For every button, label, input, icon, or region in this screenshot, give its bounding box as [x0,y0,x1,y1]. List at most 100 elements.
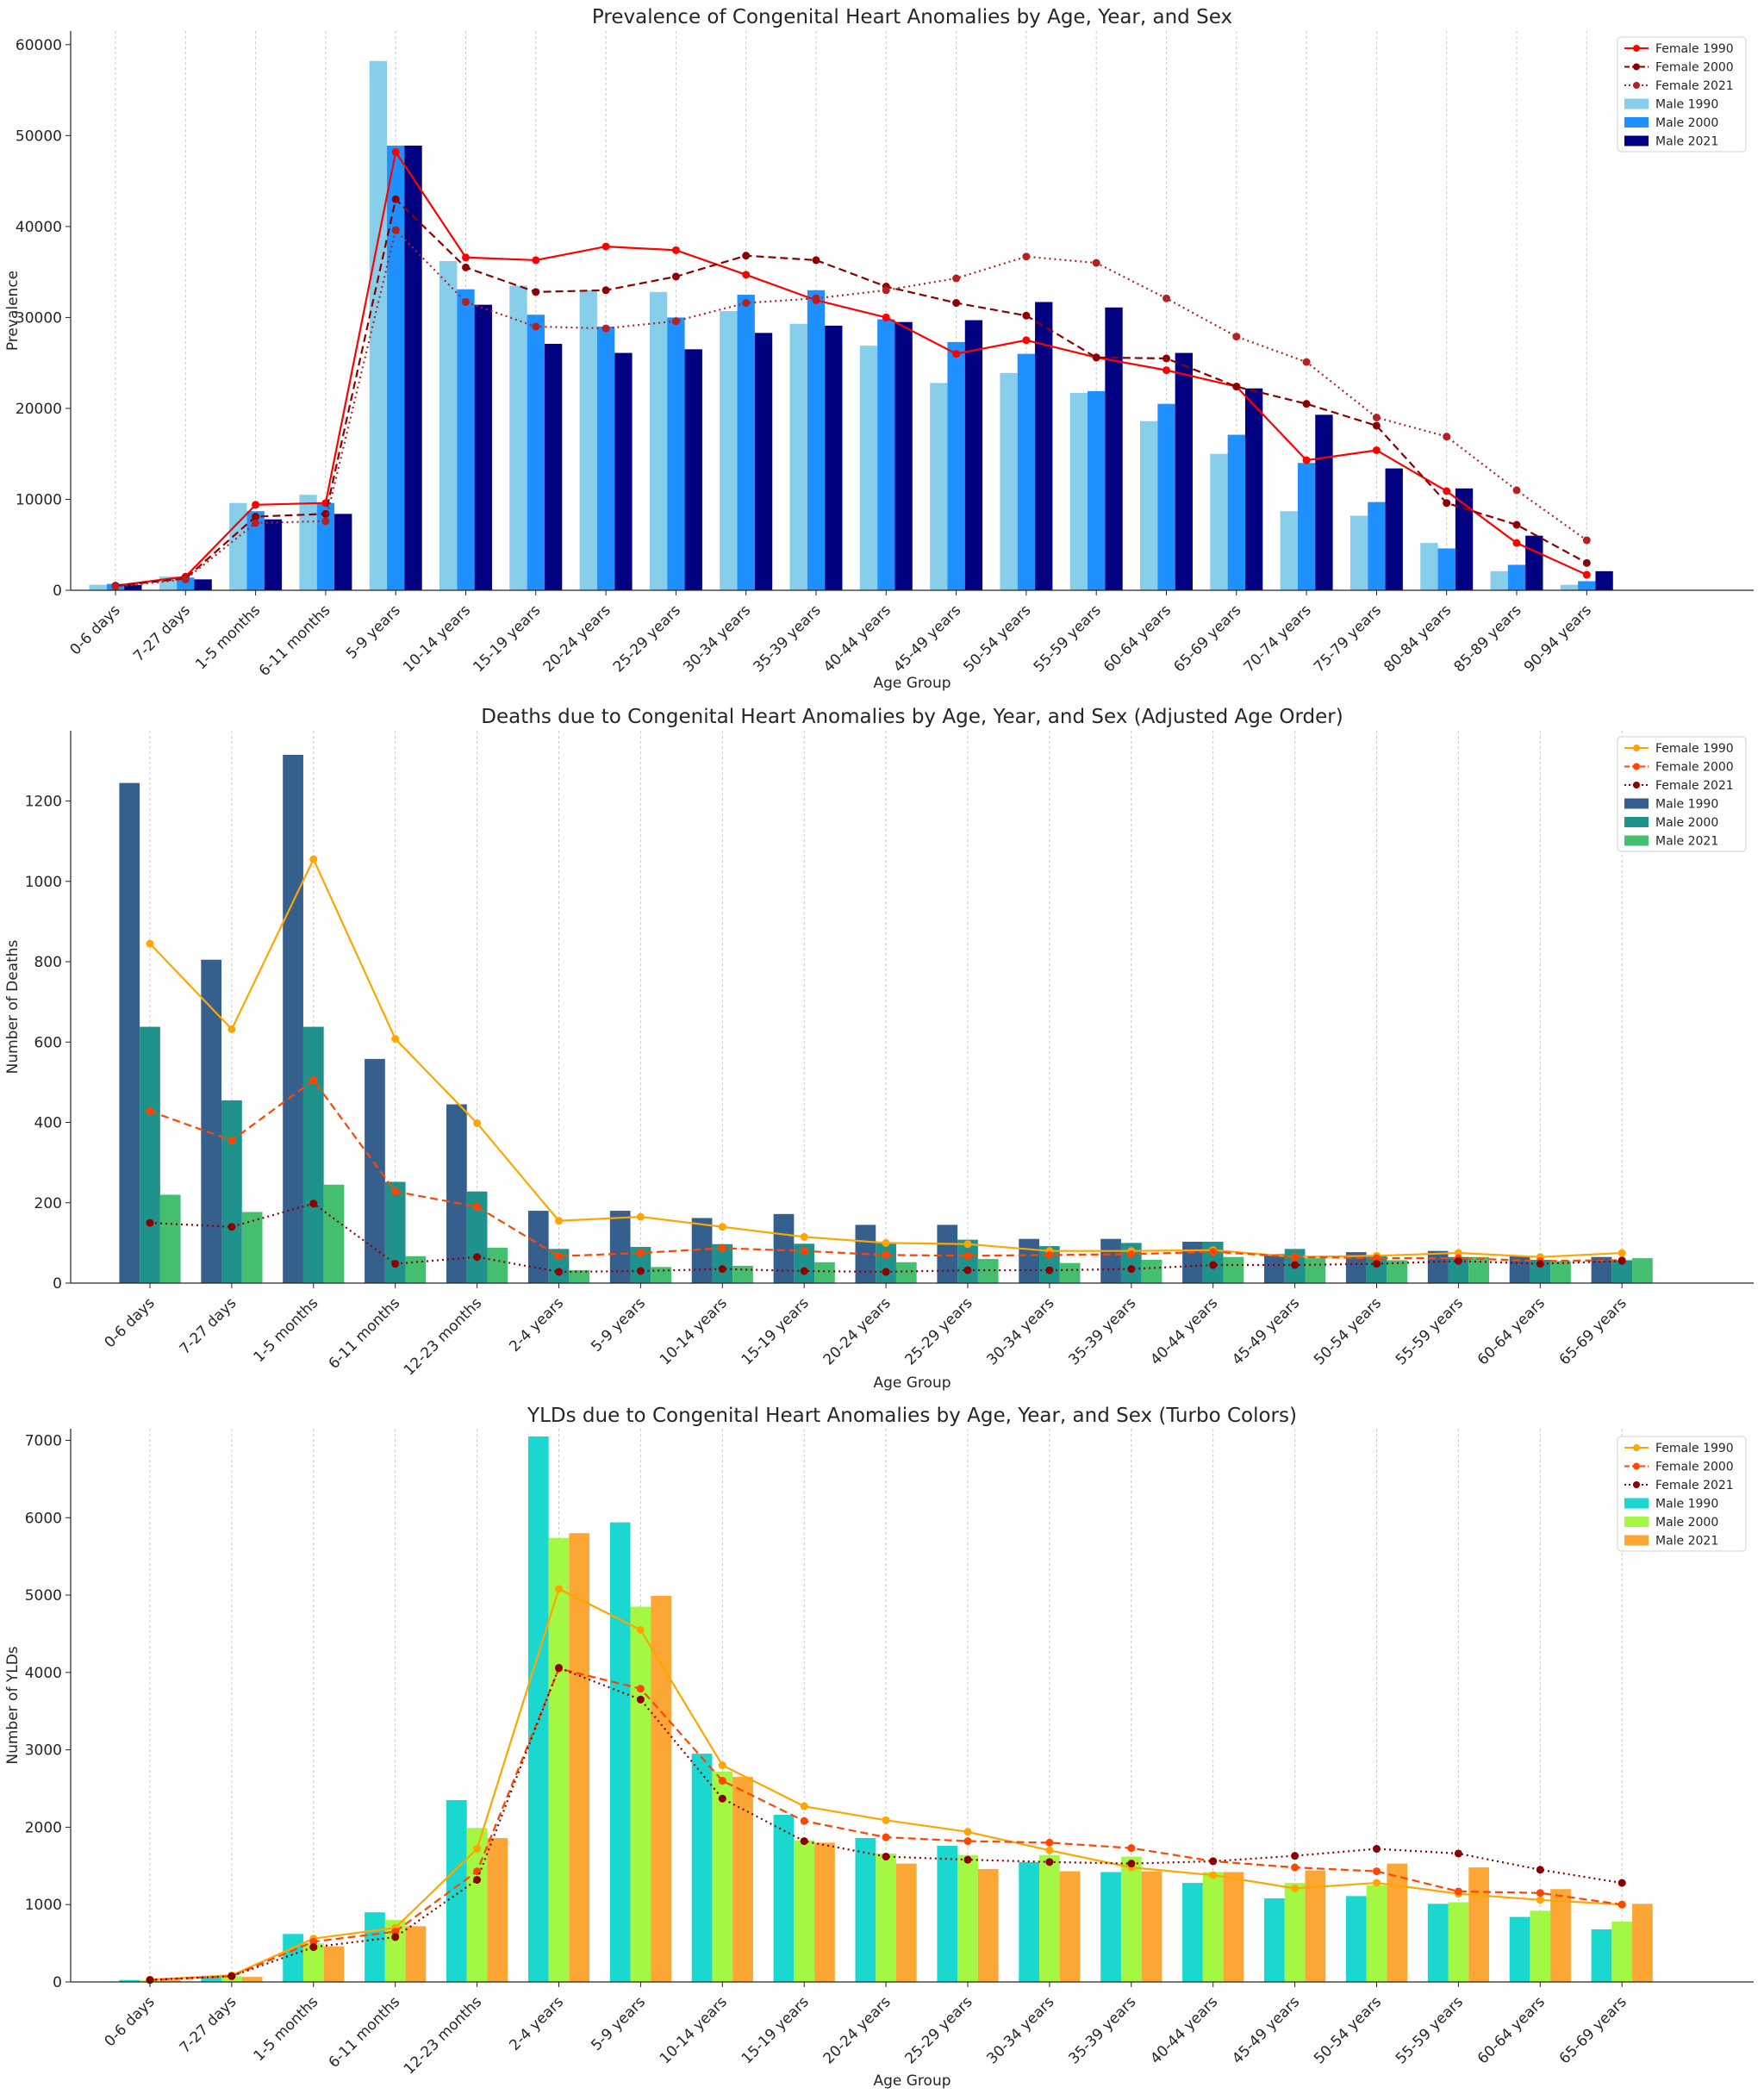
bar [124,584,142,590]
legend: Female 1990 Female 2000 Female 2021 Male 19… [1617,1436,1747,1552]
line-point [882,1238,890,1247]
line-point [636,1212,645,1221]
line-point [636,1267,645,1275]
bar [1223,1256,1244,1283]
bar [1385,468,1403,590]
line-point [532,288,540,296]
line-point [963,1855,972,1864]
x-tick-label: 5-9 years [588,1993,649,2054]
bar [651,1595,671,1982]
x-tick-label: 20-24 years [820,1993,894,2067]
line-point [963,1828,972,1836]
x-tick-label: 40-44 years [820,601,894,676]
bar [544,344,563,590]
line-point [1302,358,1311,366]
bar [1297,463,1316,590]
bar [1039,1854,1060,1982]
bar [365,1912,385,1982]
bar [487,1837,508,1982]
bar [439,260,458,590]
line-point [671,246,680,254]
legend-bar-swatch [1624,117,1649,128]
y-tick-label: 30000 [16,309,62,327]
legend-item-male-2000: Male 2000 [1624,116,1718,130]
line-point [1162,366,1170,375]
line-point [952,350,961,358]
x-tick-label: 65-69 years [1556,1294,1630,1368]
bar [221,1100,242,1283]
bar [651,1267,671,1283]
bar [1100,1872,1121,1982]
line-series-female-2000 [146,1076,1626,1265]
bar [684,349,702,590]
bar [369,60,388,590]
line-point [228,1972,236,1980]
x-tick-label: 6-11 months [326,1993,404,2072]
x-tick-label: 1-5 months [250,1993,321,2065]
legend-bar-swatch [1624,135,1649,146]
line-point [718,1777,726,1785]
bar [1349,515,1368,590]
line-point [952,274,961,283]
bar [1315,414,1333,590]
line-point [1618,1249,1626,1257]
line-point [555,1663,563,1672]
bar-series-male-2000 [106,145,1596,591]
bar [937,1845,958,1982]
bar [404,145,422,591]
line-point [882,1853,890,1861]
chart-title: Deaths due to Congenital Heart Anomalies… [481,706,1343,728]
bar [1264,1254,1285,1283]
line-point [309,1937,318,1946]
bar [466,1828,488,1982]
line-point [1373,1867,1381,1876]
bar [877,319,895,590]
line-point [1127,1249,1136,1258]
x-tick-label: 10-14 years [657,1294,731,1368]
line-point [1582,570,1591,579]
bar [773,1213,795,1283]
y-tick-label: 600 [34,1034,62,1051]
bar [201,1975,222,1982]
line-point [1454,1256,1462,1265]
legend-frame [1617,736,1747,852]
bar [299,495,317,590]
bar [316,502,335,590]
line-point [473,1119,482,1127]
bar [159,1194,181,1283]
legend-item-male-2000: Male 2000 [1624,1516,1718,1530]
bar [1530,1259,1551,1283]
x-axis-label: Age Group [873,1374,951,1392]
bar [457,289,475,590]
bar [1366,1885,1387,1982]
line-point [963,1266,972,1274]
x-tick-label: 35-39 years [751,601,825,676]
legend-item-male-1990: Male 1990 [1624,1498,1718,1511]
bar [1305,1258,1326,1283]
bar [1468,1256,1489,1283]
bar [466,1191,488,1283]
line-point [1512,486,1521,495]
y-tick-label: 0 [53,1275,62,1293]
line-point [800,1247,808,1256]
x-tick-label: 15-19 years [739,1993,813,2067]
bar [649,291,668,590]
line-point [1536,1260,1544,1268]
bar [1509,1916,1530,1982]
bar [1157,403,1175,590]
bar [937,1224,958,1283]
line-point [1209,1857,1218,1866]
legend-label: Male 1990 [1655,1498,1718,1511]
legend-label: Female 2000 [1655,1461,1734,1474]
line-point [1618,1256,1626,1265]
line-point [555,1217,563,1225]
bar [569,1533,590,1982]
x-axis-label: Age Group [873,675,951,692]
bar [855,1837,876,1982]
bar [229,502,247,590]
line-point [1454,1849,1462,1858]
bar [323,1946,345,1982]
line-point [800,1232,808,1241]
x-tick-label: 40-44 years [1147,1993,1221,2067]
bar [119,782,140,1283]
